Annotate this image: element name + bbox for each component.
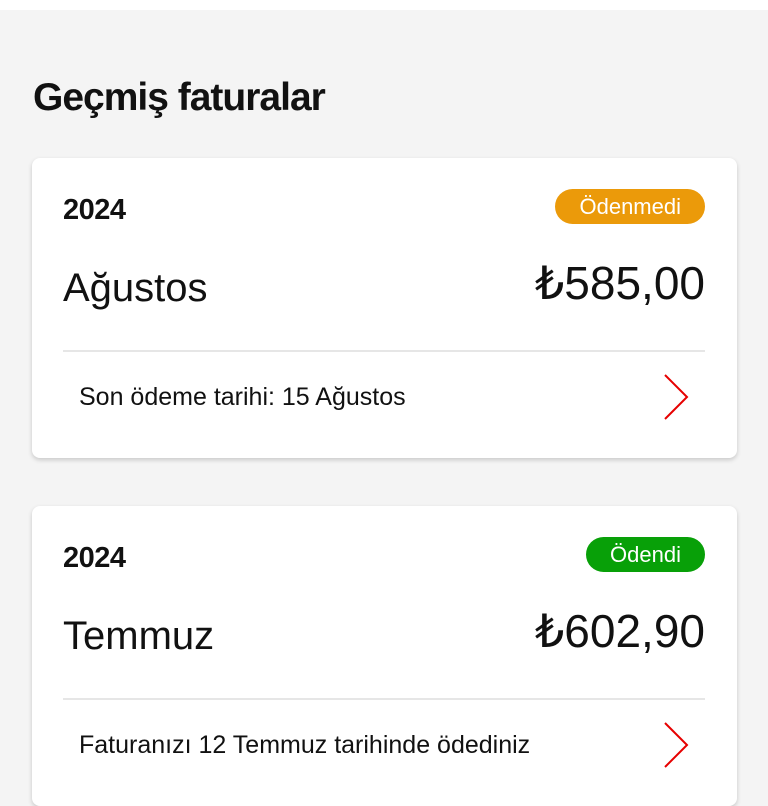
bill-card[interactable]: 2024 Ödendi Temmuz ₺602,90 Faturanızı 12…	[32, 506, 737, 806]
divider	[63, 350, 705, 352]
bill-card[interactable]: 2024 Ödenmedi Ağustos ₺585,00 Son ödeme …	[32, 158, 737, 458]
status-badge: Ödenmedi	[555, 189, 705, 224]
chevron-right-icon[interactable]	[663, 721, 689, 769]
divider	[63, 698, 705, 700]
bill-year: 2024	[63, 194, 126, 226]
status-badge: Ödendi	[586, 537, 705, 572]
bill-note: Faturanızı 12 Temmuz tarihinde ödediniz	[79, 731, 531, 759]
page-title: Geçmiş faturalar	[33, 76, 326, 119]
chevron-right-icon[interactable]	[663, 373, 689, 421]
bill-amount: ₺585,00	[535, 257, 705, 309]
bill-amount: ₺602,90	[535, 605, 705, 657]
bill-month: Ağustos	[63, 266, 208, 310]
bill-year: 2024	[63, 542, 126, 574]
top-bar	[0, 0, 768, 10]
bill-month: Temmuz	[63, 614, 215, 658]
bill-note: Son ödeme tarihi: 15 Ağustos	[79, 383, 406, 411]
